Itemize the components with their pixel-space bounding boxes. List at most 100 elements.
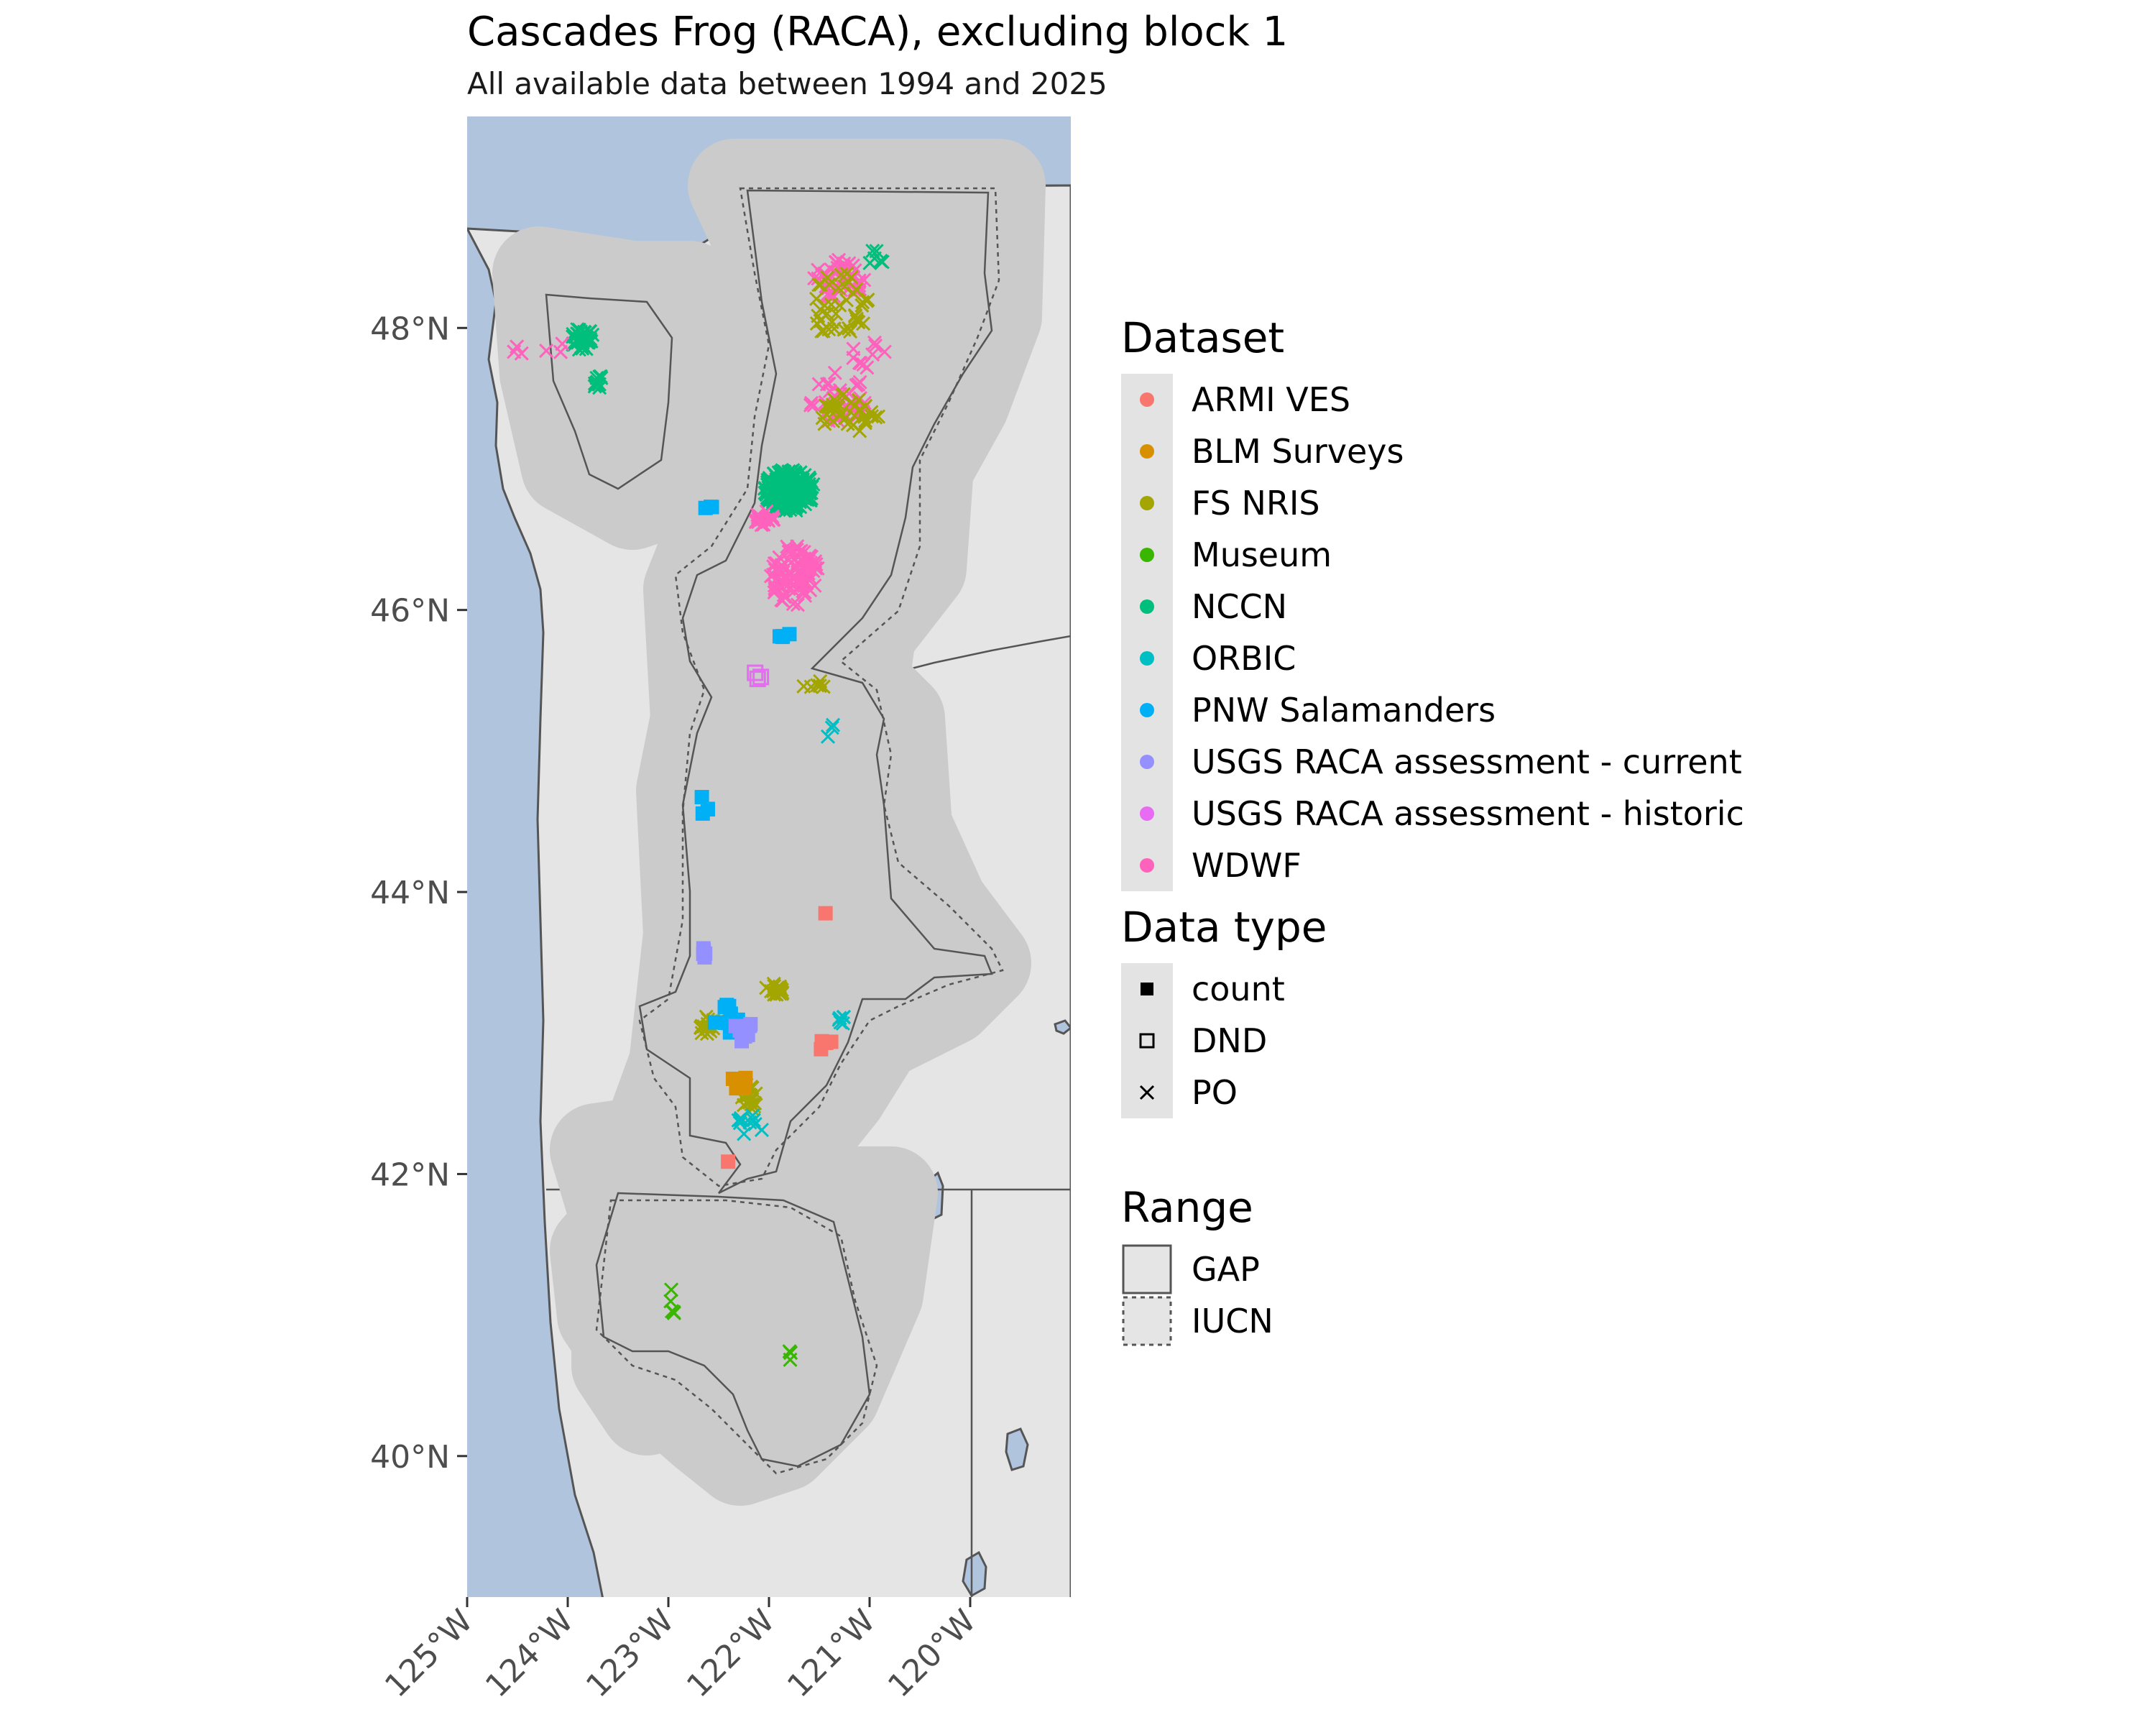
y-tick-label: 44°N (370, 875, 450, 911)
data-point (571, 322, 586, 337)
gap-range-klamath (595, 1192, 871, 1468)
gap-range-olympic (545, 293, 673, 490)
legend-item-dataset: WDWF (1121, 840, 1912, 891)
legend-key-icon (1140, 496, 1154, 510)
data-point (749, 671, 766, 688)
y-tick-label: 46°N (370, 593, 450, 630)
data-point (769, 474, 784, 489)
data-point (790, 539, 805, 554)
legend-key-icon (1139, 1085, 1155, 1100)
data-point (808, 291, 824, 306)
data-point (832, 298, 847, 313)
data-point (818, 906, 833, 921)
x-tick-label: 120°W (881, 1603, 983, 1705)
data-point (759, 504, 774, 519)
data-point (824, 1034, 839, 1049)
data-point (824, 315, 839, 330)
data-point (747, 1116, 763, 1132)
legend-key-icon (1140, 392, 1154, 407)
data-point (824, 720, 839, 735)
data-point (581, 335, 596, 350)
data-point (695, 806, 710, 821)
data-point (851, 315, 866, 330)
data-point (747, 664, 764, 681)
legend: Dataset ARMI VES BLM Surveys FS NRIS Museum… (1121, 309, 1912, 1366)
legend-key-icon (1140, 599, 1154, 614)
legend-item-range: GAP (1121, 1243, 1912, 1295)
data-point (791, 556, 806, 571)
data-point (811, 277, 826, 293)
data-point (591, 377, 606, 392)
data-point (732, 1116, 747, 1131)
data-point (822, 384, 837, 399)
harney-lake (1054, 1019, 1071, 1035)
data-point (867, 338, 883, 354)
legend-label: count (1192, 970, 1285, 1008)
data-point (696, 943, 711, 958)
data-point (877, 344, 892, 359)
legend-item-dataset: BLM Surveys (1121, 426, 1912, 477)
legend-key-icon (1140, 651, 1154, 666)
legend-label: ORBIC (1192, 639, 1296, 678)
legend-label: PO (1192, 1073, 1238, 1112)
data-point (868, 410, 883, 425)
chart-subtitle: All available data between 1994 and 2025 (467, 66, 1107, 101)
data-point (808, 554, 823, 569)
legend-data-type: Data type count DND PO (1121, 898, 1912, 1179)
data-point (867, 251, 882, 266)
data-point (514, 346, 529, 361)
legend-item-dataset: Museum (1121, 529, 1912, 581)
data-point (510, 339, 525, 354)
eagle-lake (1005, 1427, 1029, 1471)
data-point (803, 679, 819, 694)
data-point (773, 563, 788, 578)
x-tick-label: 123°W (579, 1603, 681, 1705)
legend-item-dataset: USGS RACA assessment - current (1121, 736, 1912, 788)
data-point (798, 486, 814, 501)
data-point (707, 1015, 722, 1030)
data-point (831, 280, 846, 295)
data-point (820, 729, 836, 744)
data-point (698, 500, 713, 515)
legend-item-dataset: USGS RACA assessment - historic (1121, 788, 1912, 840)
data-point (790, 597, 806, 612)
lake-tahoe (962, 1550, 987, 1597)
legend-item-range: IUCN (1121, 1295, 1912, 1347)
data-point (587, 376, 602, 391)
legend-dataset-key-bg (1121, 374, 1173, 891)
legend-range-title: Range (1121, 1183, 1253, 1232)
legend-shape (1139, 1033, 1155, 1049)
legend-item-dataset: ORBIC (1121, 632, 1912, 684)
legend-label: BLM Surveys (1192, 432, 1404, 471)
data-point (834, 267, 849, 282)
data-point (792, 566, 807, 581)
data-point (746, 1113, 761, 1128)
legend-item-dataset: ARMI VES (1121, 374, 1912, 426)
data-point (827, 365, 842, 380)
data-point (752, 668, 770, 686)
legend-item-data-type: count (1121, 963, 1912, 1015)
data-point (767, 987, 782, 1002)
data-point (809, 316, 824, 331)
legend-key-icon (1140, 806, 1154, 821)
legend-range: Range GAP IUCN (1121, 1179, 1912, 1366)
x-tick-label: 121°W (780, 1603, 883, 1705)
data-point (803, 395, 819, 410)
data-point (784, 464, 799, 479)
y-tick-label: 40°N (370, 1439, 450, 1476)
range-buffer (492, 139, 1046, 1506)
legend-label: WDWF (1192, 846, 1302, 885)
data-point (786, 571, 801, 586)
legend-key-icon (1140, 755, 1154, 769)
data-point (745, 1108, 760, 1123)
legend-item-dataset: FS NRIS (1121, 477, 1912, 529)
data-point (853, 356, 868, 371)
legend-key-icon (1140, 858, 1154, 873)
x-tick-label: 124°W (479, 1603, 581, 1705)
legend-item-dataset: NCCN (1121, 581, 1912, 632)
legend-item-data-type: DND (1121, 1015, 1912, 1067)
data-point (852, 423, 867, 438)
legend-label: PNW Salamanders (1192, 691, 1496, 730)
data-point (864, 409, 880, 424)
